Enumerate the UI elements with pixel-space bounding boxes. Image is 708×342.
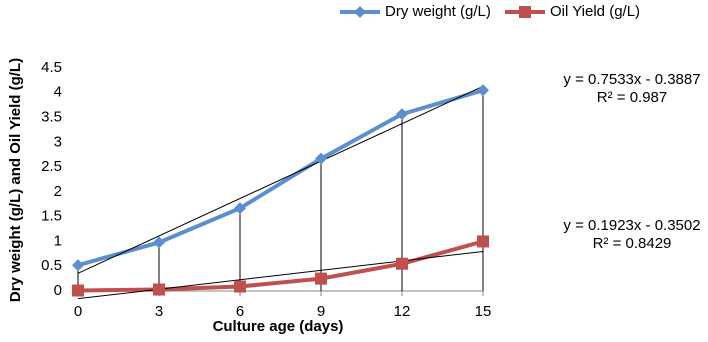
y-tick-label: 0 <box>54 282 62 299</box>
y-tick-label: 2.5 <box>41 158 62 175</box>
legend-label: Oil Yield (g/L) <box>550 3 640 20</box>
x-tick-label: 0 <box>74 303 82 320</box>
marker <box>234 280 246 293</box>
x-tick-label: 6 <box>236 303 244 320</box>
y-axis-label: Dry weight (g/L) and Oil Yield (g/L) <box>7 58 24 302</box>
x-tick-label: 15 <box>475 303 492 320</box>
marker <box>477 84 489 97</box>
y-tick-label: 3 <box>54 133 62 150</box>
annotation: y = 0.1923x - 0.3502 <box>563 217 700 234</box>
legend-label: Dry weight (g/L) <box>385 3 491 20</box>
marker <box>396 257 408 270</box>
annotation: R² = 0.987 <box>597 89 667 106</box>
legend-marker <box>519 6 531 18</box>
y-tick-label: 2 <box>54 183 62 200</box>
trendline <box>77 85 484 274</box>
annotation: R² = 0.8429 <box>593 235 672 252</box>
series-line <box>77 239 484 293</box>
y-tick-label: 4 <box>54 84 62 101</box>
x-axis-label: Culture age (days) <box>213 318 344 335</box>
series-line <box>77 88 484 268</box>
marker <box>153 283 165 296</box>
x-tick-label: 9 <box>317 303 325 320</box>
trendline <box>77 250 484 300</box>
annotation: y = 0.7533x - 0.3887 <box>563 71 700 88</box>
legend-marker <box>354 6 366 18</box>
marker <box>72 284 84 297</box>
y-tick-label: 1.5 <box>41 208 62 225</box>
y-tick-label: 3.5 <box>41 109 62 126</box>
marker <box>477 235 489 248</box>
y-tick-label: 0.5 <box>41 257 62 274</box>
y-tick-label: 1 <box>54 232 62 249</box>
y-tick-label: 4.5 <box>41 59 62 76</box>
x-tick-label: 12 <box>394 303 411 320</box>
marker <box>72 259 84 272</box>
marker <box>396 108 408 121</box>
x-tick-label: 3 <box>155 303 163 320</box>
marker <box>315 272 327 285</box>
marker <box>234 202 246 215</box>
marker <box>315 152 327 165</box>
marker <box>153 236 165 249</box>
